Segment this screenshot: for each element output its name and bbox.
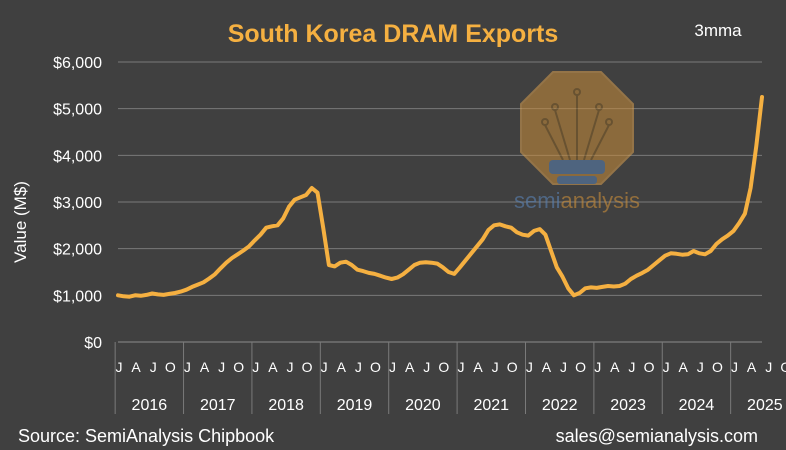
month-tick-label: O	[507, 359, 518, 375]
month-tick-label: J	[252, 359, 259, 375]
series-line-dram-exports	[116, 95, 764, 299]
month-tick-label: A	[610, 359, 620, 375]
month-tick-label: O	[233, 359, 244, 375]
watermark-text-right: analysis	[560, 188, 639, 213]
month-tick-label: J	[663, 359, 670, 375]
month-tick-label: A	[679, 359, 689, 375]
y-tick-label: $0	[84, 335, 102, 352]
chip-tree-icon	[541, 88, 613, 161]
y-tick-label: $2,000	[53, 242, 102, 259]
watermark-text-left: semi	[514, 188, 560, 213]
month-tick-label: A	[337, 359, 347, 375]
month-tick-label: A	[405, 359, 415, 375]
y-tick-label: $1,000	[53, 288, 102, 305]
month-tick-label: J	[116, 359, 123, 375]
logo-base-band	[549, 160, 605, 174]
month-tick-label: J	[321, 359, 328, 375]
month-tick-label: A	[268, 359, 278, 375]
y-tick-label: $6,000	[53, 55, 102, 72]
year-label: 2023	[610, 397, 646, 414]
year-label: 2025	[747, 397, 783, 414]
month-tick-label: J	[492, 359, 499, 375]
month-tick-label: O	[644, 359, 655, 375]
month-tick-label: J	[457, 359, 464, 375]
email-text: sales@semianalysis.com	[556, 426, 758, 446]
month-tick-label: A	[473, 359, 483, 375]
mma-note: 3mma	[694, 21, 742, 40]
month-tick-label: J	[150, 359, 157, 375]
year-label: 2024	[679, 397, 715, 414]
y-axis-label: Value (M$)	[11, 181, 30, 263]
month-tick-label: O	[165, 359, 176, 375]
month-tick-label: A	[747, 359, 757, 375]
month-tick-label: O	[575, 359, 586, 375]
chart-title: South Korea DRAM Exports	[228, 20, 559, 48]
month-tick-label: J	[731, 359, 738, 375]
month-tick-label: J	[628, 359, 635, 375]
month-tick-label: J	[184, 359, 191, 375]
month-tick-label: J	[765, 359, 772, 375]
month-tick-label: J	[355, 359, 362, 375]
year-label: 2020	[405, 397, 441, 414]
month-tick-label: O	[302, 359, 313, 375]
month-tick-label: J	[286, 359, 293, 375]
month-tick-label: J	[526, 359, 533, 375]
year-label: 2022	[542, 397, 578, 414]
month-tick-label: J	[218, 359, 225, 375]
month-tick-label: O	[438, 359, 449, 375]
month-tick-label: A	[542, 359, 552, 375]
y-tick-labels: $0 $1,000 $2,000 $3,000 $4,000 $5,000 $6,000	[53, 55, 102, 352]
month-tick-label: J	[560, 359, 567, 375]
month-tick-label: O	[780, 359, 786, 375]
y-tick-label: $5,000	[53, 102, 102, 119]
watermark-text: semianalysis	[514, 188, 640, 213]
gridlines	[118, 61, 762, 343]
year-label: 2021	[473, 397, 509, 414]
month-tick-label: J	[423, 359, 430, 375]
semianalysis-watermark-logo	[520, 71, 634, 185]
year-label: 2016	[132, 397, 168, 414]
year-label: 2017	[200, 397, 236, 414]
month-tick-label: A	[131, 359, 141, 375]
logo-base-band-2	[557, 176, 597, 184]
month-tick-label: J	[389, 359, 396, 375]
year-label: 2019	[337, 397, 373, 414]
y-tick-label: $3,000	[53, 195, 102, 212]
month-tick-label: J	[594, 359, 601, 375]
month-tick-label: O	[712, 359, 723, 375]
year-label: 2018	[268, 397, 304, 414]
month-tick-label: A	[200, 359, 210, 375]
month-tick-label: O	[370, 359, 381, 375]
month-tick-label: J	[697, 359, 704, 375]
source-text: Source: SemiAnalysis Chipbook	[18, 426, 275, 446]
y-tick-label: $4,000	[53, 148, 102, 165]
